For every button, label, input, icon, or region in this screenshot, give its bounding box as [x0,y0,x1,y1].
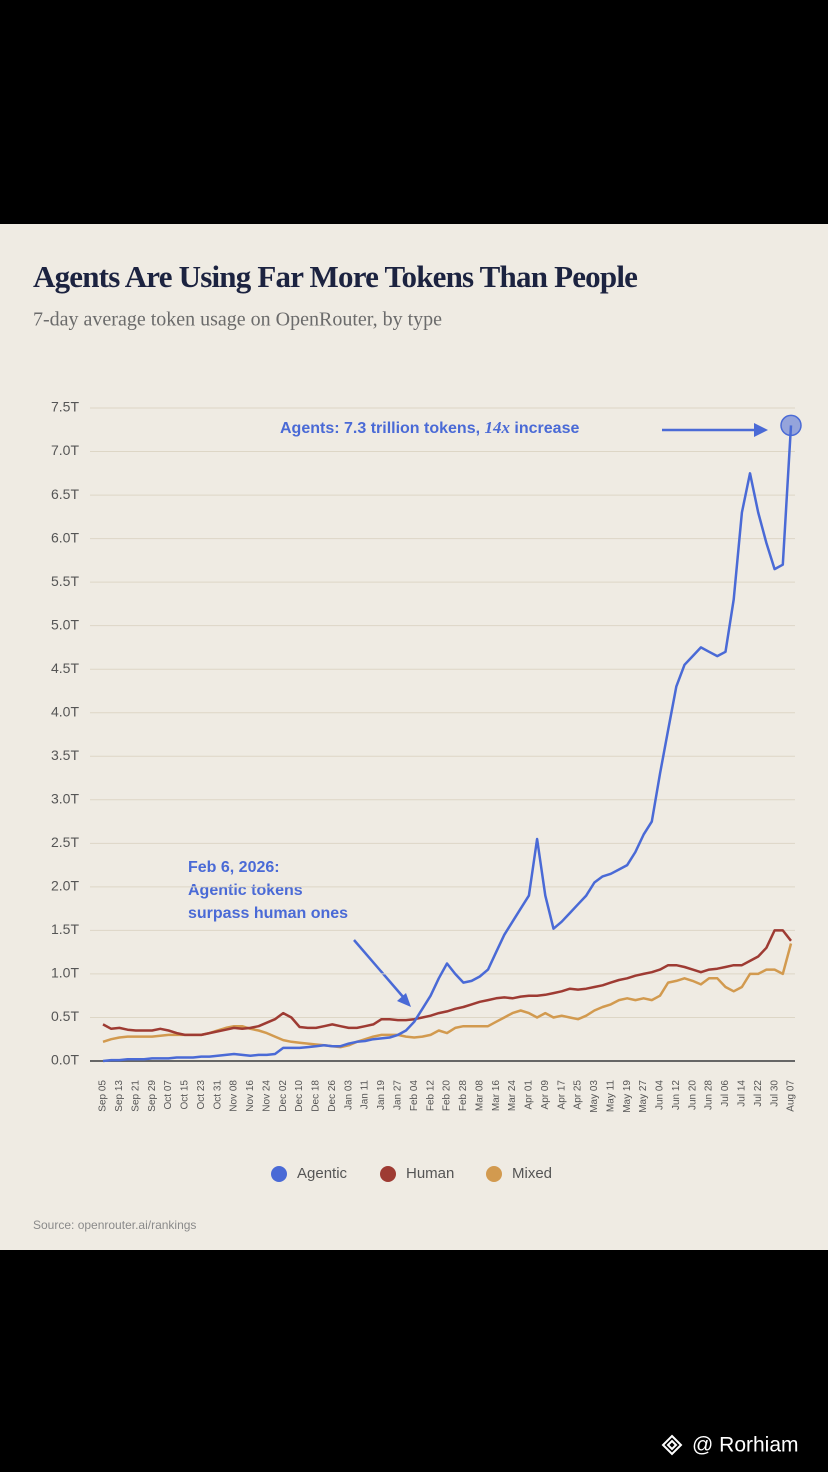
legend-label: Human [406,1165,454,1182]
x-tick-label: Dec 18 [311,1080,322,1112]
source: Source: openrouter.ai/rankings [33,1218,196,1232]
y-tick-label: 4.0T [51,703,79,719]
x-tick-label: Jan 11 [360,1080,371,1110]
x-tick-label: Jul 14 [736,1080,747,1107]
legend-swatch [486,1166,502,1182]
x-tick-label: Sep 29 [147,1080,158,1112]
x-tick-label: Sep 21 [130,1080,141,1112]
legend-swatch [380,1166,396,1182]
y-tick-label: 1.0T [51,965,79,981]
x-tick-label: Oct 31 [212,1080,223,1110]
y-tick-label: 7.5T [51,399,79,415]
y-tick-label: 3.5T [51,747,79,763]
y-tick-label: 3.0T [51,791,79,807]
x-tick-label: Nov 24 [261,1080,272,1112]
y-tick-label: 0.0T [51,1052,79,1068]
x-tick-label: Aug 07 [786,1080,797,1112]
x-tick-label: Jan 03 [343,1080,354,1110]
series-line [102,929,792,1037]
annotation-part: Agents: 7.3 trillion tokens, [280,420,484,437]
legend-label: Agentic [297,1165,348,1182]
chart-title: Agents Are Using Far More Tokens Than Pe… [33,259,637,294]
x-tick-label: Dec 26 [327,1080,338,1112]
x-tick-label: Jul 06 [720,1080,731,1107]
peak-marker [780,414,802,437]
legend-label: Mixed [512,1165,552,1182]
x-tick-label: Apr 09 [540,1080,551,1110]
crossover-annotation: Agentic tokens [188,882,303,899]
annotation-part: 14x [484,418,510,437]
x-tick-label: Feb 28 [458,1080,469,1112]
x-tick-label: Apr 17 [556,1080,567,1110]
x-tick-label: Nov 08 [229,1080,240,1112]
x-tick-label: Jun 20 [687,1080,698,1110]
crossover-arrow [353,939,411,1007]
watermark: @ Rorhiam [692,1434,799,1457]
watermark-icon [661,1434,683,1456]
y-tick-label: 6.5T [51,486,79,502]
x-tick-label: Apr 01 [524,1080,535,1110]
x-tick-label: Mar 16 [491,1080,502,1112]
x-tick-label: Jan 19 [376,1080,387,1110]
peak-annotation: Agents: 7.3 trillion tokens, 14x increas… [280,418,579,437]
series-line [102,425,793,1063]
x-tick-label: May 19 [622,1080,633,1113]
x-tick-label: Nov 16 [245,1080,256,1112]
x-tick-label: Oct 23 [196,1080,207,1110]
x-tick-label: Jul 22 [753,1080,764,1107]
x-tick-label: Apr 25 [573,1080,584,1110]
crossover-annotation: Feb 6, 2026: [188,859,280,876]
legend-swatch [271,1166,287,1182]
x-tick-label: May 11 [605,1080,616,1112]
y-tick-label: 2.0T [51,878,79,894]
y-tick-label: 5.5T [51,573,79,589]
x-tick-label: Jun 28 [704,1080,715,1110]
x-tick-label: Dec 10 [294,1080,305,1112]
annotation-part: increase [510,420,579,437]
y-tick-label: 1.5T [51,921,79,937]
card [0,224,828,1250]
x-tick-label: May 27 [638,1080,649,1113]
x-tick-label: Jun 04 [655,1080,666,1110]
x-tick-label: Jun 12 [671,1080,682,1110]
x-tick-label: Mar 24 [507,1080,518,1112]
x-tick-label: Dec 02 [278,1080,289,1112]
chart-subtitle: 7-day average token usage on OpenRouter,… [33,309,442,331]
y-tick-label: 7.0T [51,442,79,458]
x-tick-label: Feb 20 [442,1080,453,1112]
x-tick-label: May 03 [589,1080,600,1113]
y-tick-label: 4.5T [51,660,79,676]
x-tick-label: Jul 30 [769,1080,780,1107]
x-tick-label: Oct 07 [163,1080,174,1110]
crossover-annotation: surpass human ones [188,905,348,922]
x-tick-label: Oct 15 [180,1080,191,1110]
x-tick-label: Sep 05 [98,1080,109,1112]
peak-arrow [662,423,768,437]
y-tick-label: 6.0T [51,529,79,545]
x-tick-label: Jan 27 [392,1080,403,1110]
y-tick-label: 5.0T [51,616,79,632]
x-tick-label: Mar 08 [474,1080,485,1112]
x-tick-label: Sep 13 [114,1080,125,1112]
x-tick-label: Feb 04 [409,1080,420,1112]
y-tick-label: 0.5T [51,1008,79,1024]
y-tick-label: 2.5T [51,834,79,850]
x-tick-label: Feb 12 [425,1080,436,1112]
